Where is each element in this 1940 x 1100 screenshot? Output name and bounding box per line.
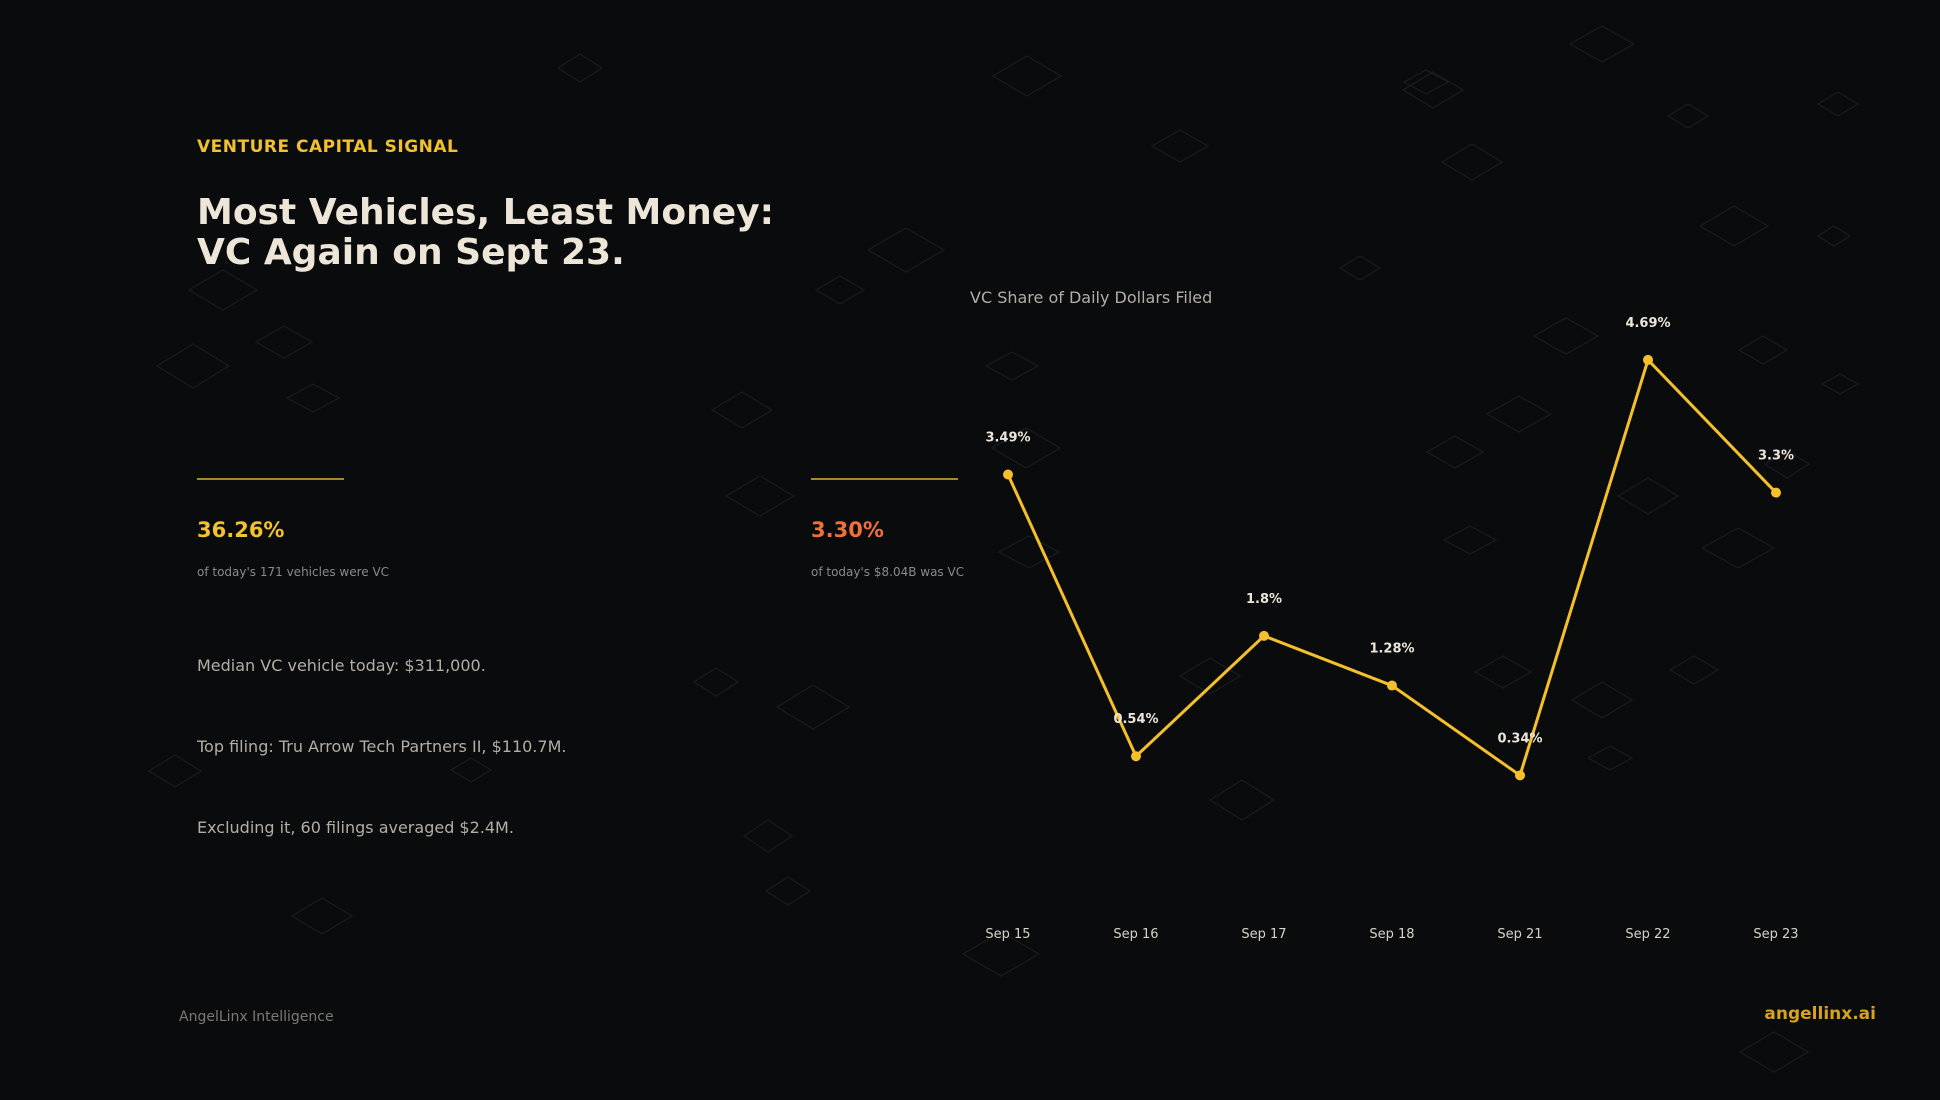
- data-point-sep-23[interactable]: [1771, 487, 1781, 498]
- note-excluding-average: Excluding it, 60 filings averaged $2.4M.: [197, 818, 514, 837]
- data-point-sep-22[interactable]: [1643, 354, 1653, 365]
- x-tick-label: Sep 18: [1369, 927, 1414, 942]
- x-tick-label: Sep 15: [985, 927, 1030, 942]
- data-label: 1.8%: [1246, 592, 1282, 607]
- section-eyebrow: VENTURE CAPITAL SIGNAL: [197, 137, 459, 157]
- note-median-vehicle: Median VC vehicle today: $311,000.: [197, 656, 486, 675]
- x-tick-label: Sep 23: [1753, 927, 1798, 942]
- headline-line-1: Most Vehicles, Least Money:: [197, 192, 775, 233]
- headline-line-2: VC Again on Sept 23.: [197, 232, 625, 273]
- data-point-sep-21[interactable]: [1515, 770, 1525, 781]
- stat-dollar-share-value: 3.30%: [811, 518, 884, 542]
- footer-brand-name: AngelLinx Intelligence: [179, 1009, 334, 1025]
- data-point-sep-16[interactable]: [1131, 751, 1141, 762]
- x-tick-label: Sep 16: [1113, 927, 1158, 942]
- x-tick-label: Sep 22: [1625, 927, 1670, 942]
- data-label: 0.34%: [1497, 731, 1542, 746]
- data-point-sep-18[interactable]: [1387, 680, 1397, 691]
- data-label: 3.3%: [1758, 449, 1794, 464]
- x-tick-label: Sep 17: [1241, 927, 1286, 942]
- data-label: 4.69%: [1625, 316, 1670, 331]
- data-point-sep-17[interactable]: [1259, 630, 1269, 641]
- page-headline: Most Vehicles, Least Money: VC Again on …: [197, 193, 897, 273]
- data-label: 1.28%: [1369, 642, 1414, 657]
- stat-vehicle-share-caption: of today's 171 vehicles were VC: [197, 565, 390, 579]
- data-point-sep-15[interactable]: [1003, 469, 1013, 480]
- stat-divider-1: [197, 478, 344, 480]
- stat-divider-2: [811, 478, 958, 480]
- chart-title: VC Share of Daily Dollars Filed: [970, 288, 1213, 307]
- stat-vehicle-share-value: 36.26%: [197, 518, 285, 542]
- data-label: 0.54%: [1113, 712, 1158, 727]
- stat-dollar-share-caption: of today's $8.04B was VC: [811, 565, 965, 579]
- x-tick-label: Sep 21: [1497, 927, 1542, 942]
- footer-website-link[interactable]: angellinx.ai: [1764, 1004, 1876, 1024]
- data-label: 3.49%: [985, 431, 1030, 446]
- note-top-filing: Top filing: Tru Arrow Tech Partners II, …: [197, 737, 567, 756]
